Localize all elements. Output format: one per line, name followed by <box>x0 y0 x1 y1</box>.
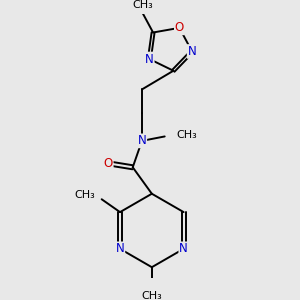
Text: N: N <box>179 242 188 255</box>
Text: N: N <box>188 45 196 58</box>
Text: CH₃: CH₃ <box>176 130 197 140</box>
Text: N: N <box>137 134 146 147</box>
Text: O: O <box>103 157 113 170</box>
Text: CH₃: CH₃ <box>132 0 153 10</box>
Text: O: O <box>175 21 184 34</box>
Text: N: N <box>116 242 124 255</box>
Text: CH₃: CH₃ <box>142 291 162 300</box>
Text: CH₃: CH₃ <box>74 190 95 200</box>
Text: N: N <box>145 52 154 65</box>
